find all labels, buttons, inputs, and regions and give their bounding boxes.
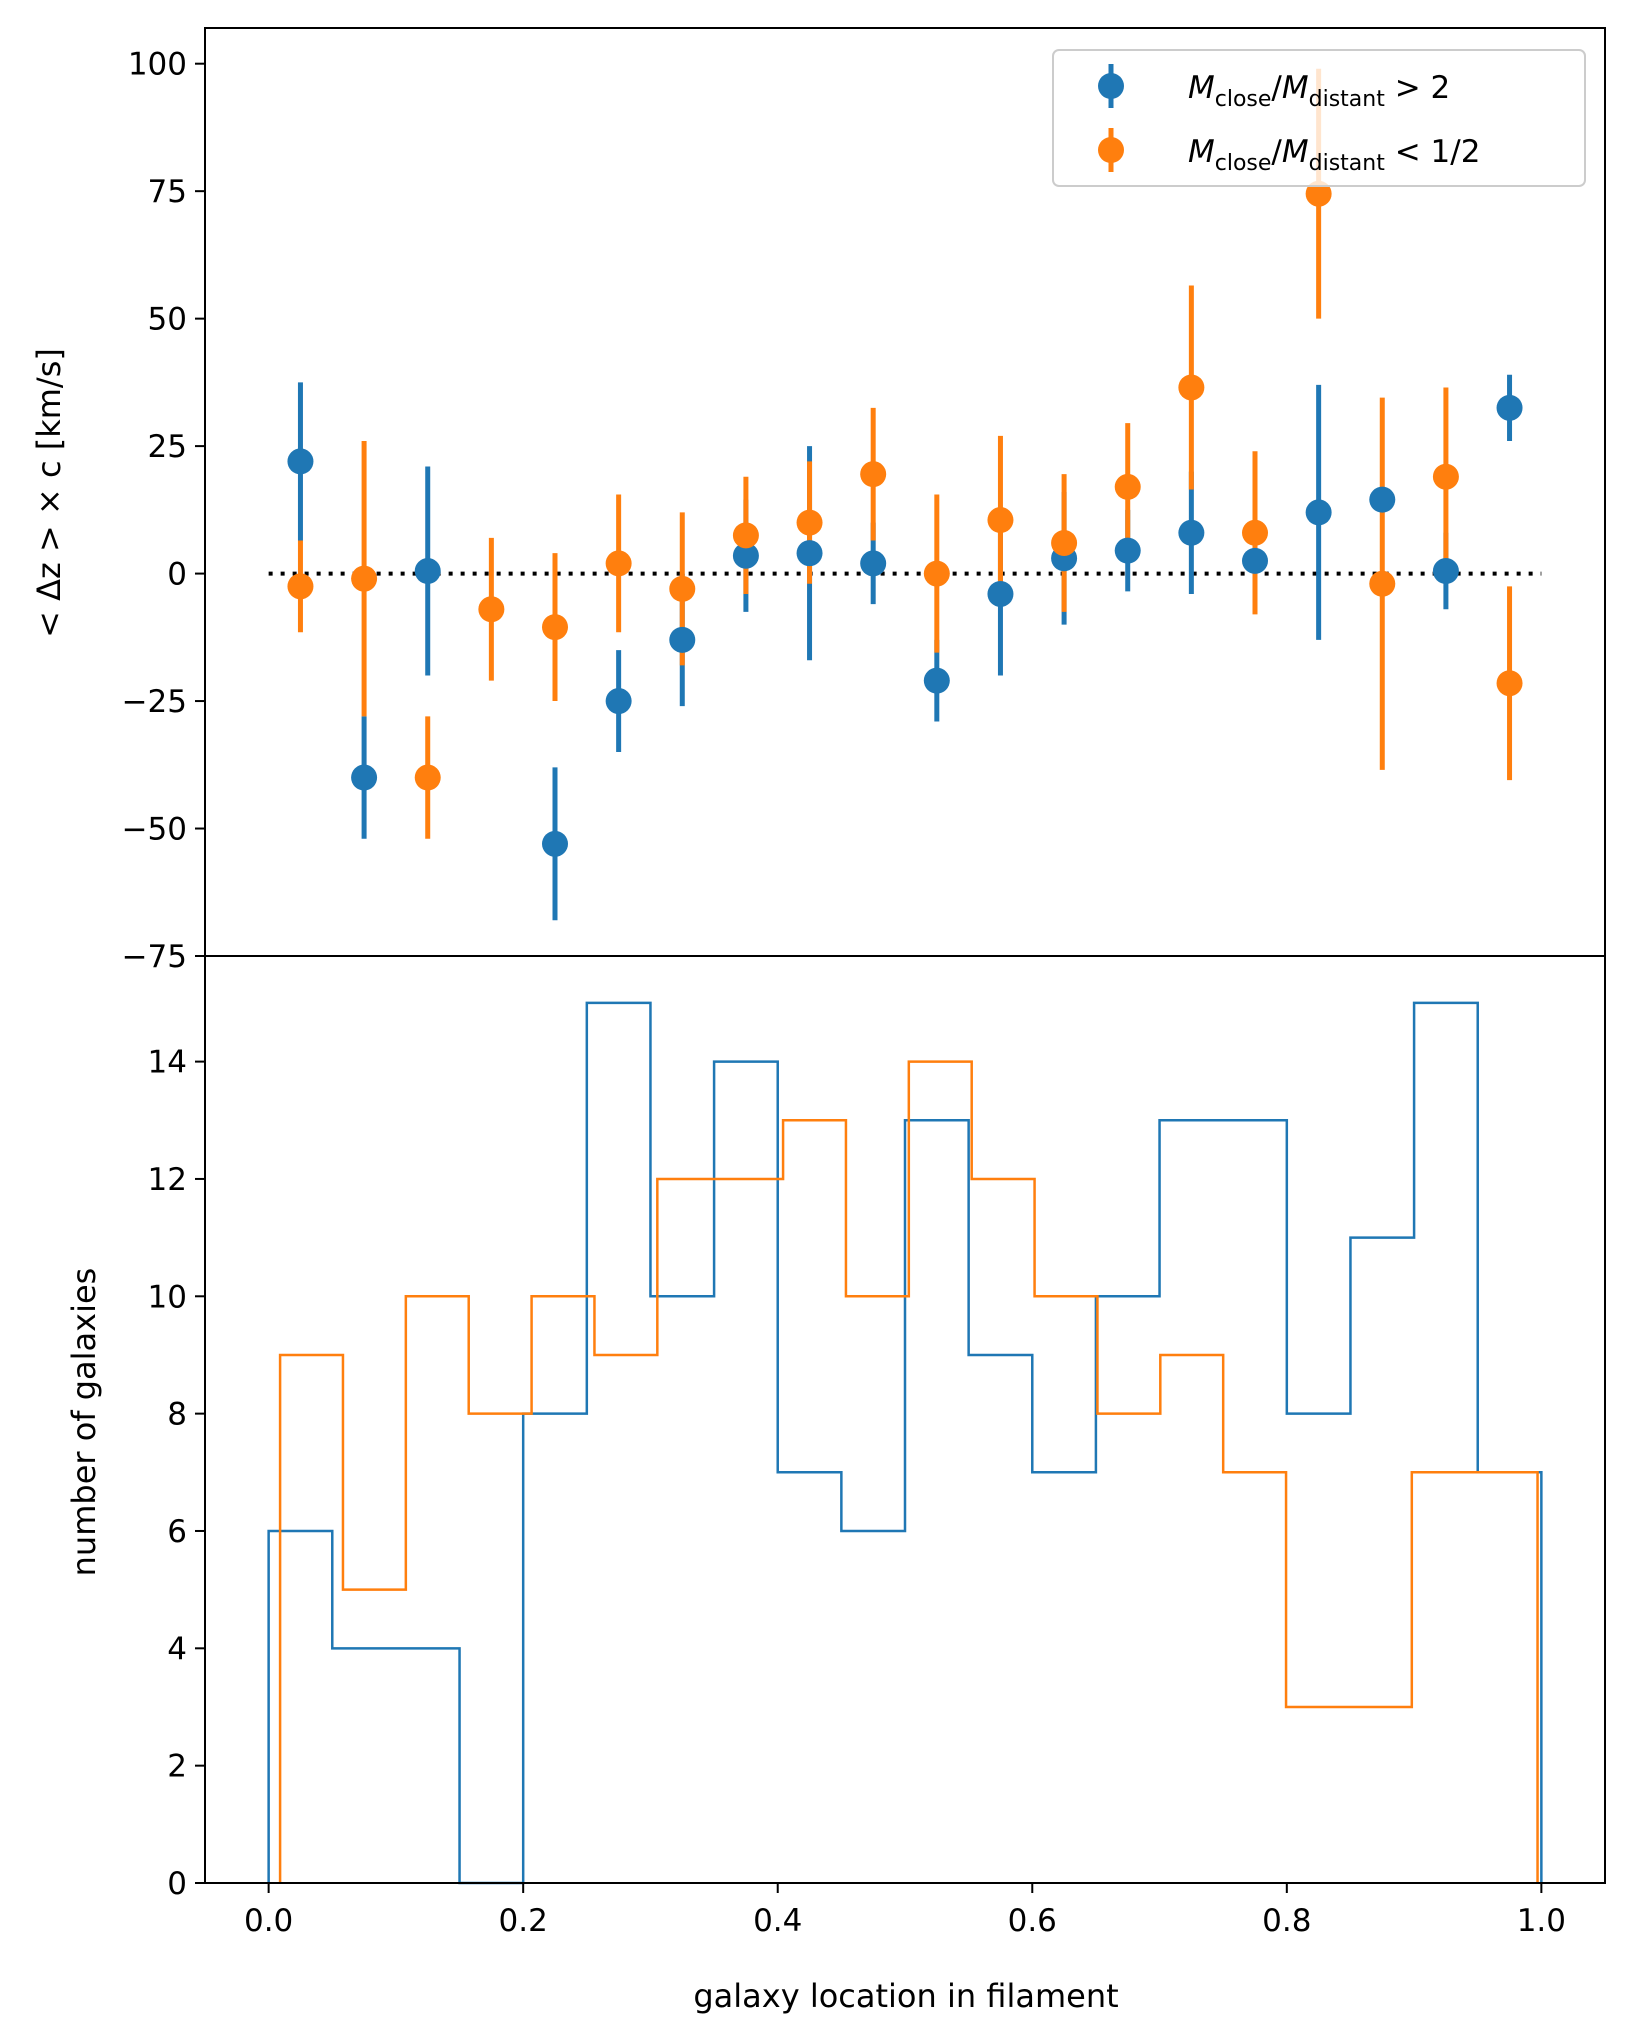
bottom-histograms [267,1001,1543,1885]
x-tick-label: 0.8 [1262,1903,1311,1939]
data-point-s0-9 [860,550,887,577]
bottom-y-tick-label: 14 [148,1045,187,1081]
bottom-y-tick-label: 0 [167,1866,187,1902]
data-point-s0-11 [987,580,1014,607]
bottom-y-tick-label: 8 [167,1397,187,1433]
legend-label-blue: Mclose/Mdistant > 2 [1188,70,1450,112]
legend-entry-blue: Mclose/Mdistant > 2 [1098,64,1450,112]
bottom-y-tick-label: 6 [167,1514,187,1550]
data-point-s1-10 [923,560,950,587]
data-point-s0-13 [1114,537,1141,564]
legend-var: M [1282,70,1309,106]
legend-label-orange: Mclose/Mdistant < 1/2 [1188,134,1480,176]
top-y-axis-label: < Δz > × c [km/s] [30,348,68,638]
legend-operator: < 1/2 [1385,134,1481,170]
data-point-s0-10 [923,667,950,694]
top-y-tick-label: 100 [128,47,187,83]
top-y-tick-label: −75 [122,939,187,975]
data-point-s1-14 [1178,374,1205,401]
bottom-y-tick-label: 2 [167,1749,187,1785]
top-panel: −75 −50 −25 0 25 50 75 100 < Δz > × c [km/s] Mc… [30,47,1586,975]
legend-marker-point [1098,137,1124,163]
bottom-y-tick-label: 12 [148,1162,187,1198]
x-tick-label: 0.6 [1008,1903,1057,1939]
x-tick-label: 0.0 [244,1903,293,1939]
bottom-panel: 0 2 4 6 8 10 12 14 0.0 0.2 0.4 0.6 0.8 1.0 number of… [65,1001,1566,2015]
data-point-s1-18 [1432,463,1459,490]
data-point-s1-8 [796,509,823,536]
data-point-s0-0 [287,448,314,475]
data-point-s0-1 [351,764,378,791]
histogram-series-0 [267,1001,1543,1885]
legend: Mclose/Mdistant > 2 Mclose/Mdistant < 1/… [1052,49,1586,187]
top-y-ticks: −75 −50 −25 0 25 50 75 100 [122,47,205,975]
data-point-s1-0 [287,573,314,600]
data-point-s0-14 [1178,519,1205,546]
legend-marker-point [1098,73,1124,99]
data-point-s0-16 [1305,499,1332,526]
x-tick-label: 1.0 [1517,1903,1566,1939]
top-points [287,180,1523,857]
data-point-s0-8 [796,540,823,567]
legend-entry-orange: Mclose/Mdistant < 1/2 [1098,128,1480,176]
data-point-s0-5 [605,688,632,715]
top-y-tick-label: 0 [167,557,187,593]
legend-subscript: distant [1309,151,1386,176]
x-tick-label: 0.2 [499,1903,548,1939]
data-point-s0-19 [1496,394,1523,421]
legend-slash: / [1271,70,1282,106]
top-y-tick-label: 75 [148,174,187,210]
data-point-s1-12 [1051,529,1078,556]
bottom-y-tick-label: 10 [148,1279,187,1315]
top-y-tick-label: −25 [122,684,187,720]
top-y-tick-label: −50 [122,812,187,848]
legend-subscript: close [1215,151,1272,176]
bottom-axes-frame [204,955,1606,1884]
data-point-s1-3 [478,596,505,623]
data-point-s0-2 [414,558,441,585]
legend-var: M [1188,134,1215,170]
bottom-x-ticks: 0.0 0.2 0.4 0.6 0.8 1.0 [244,1883,1566,1939]
legend-var: M [1188,70,1215,106]
data-point-s1-11 [987,507,1014,534]
data-point-s0-4 [542,830,568,857]
legend-var: M [1282,134,1309,170]
legend-subscript: distant [1309,87,1386,112]
data-point-s1-7 [732,522,759,549]
data-point-s1-5 [605,550,632,577]
data-point-s1-13 [1114,473,1141,500]
data-point-s0-6 [669,626,696,653]
top-y-tick-label: 50 [148,302,187,338]
histogram-series-1 [278,1060,1539,1883]
bottom-y-axis-label: number of galaxies [65,1268,103,1577]
data-point-s1-16 [1305,180,1332,207]
data-point-s0-7 [732,542,759,569]
data-point-s1-1 [351,565,378,592]
legend-slash: / [1271,134,1282,170]
legend-operator: > 2 [1385,70,1450,106]
legend-frame [1052,49,1586,187]
data-point-s0-18 [1432,558,1459,585]
legend-subscript: close [1215,87,1272,112]
bottom-y-ticks: 0 2 4 6 8 10 12 14 [148,1045,205,1902]
x-axis-label: galaxy location in filament [693,1977,1118,2015]
data-point-s1-6 [669,575,696,602]
bottom-y-tick-label: 4 [167,1631,187,1667]
data-point-s1-17 [1369,570,1396,597]
data-point-s1-2 [414,764,441,791]
data-point-s1-15 [1242,519,1268,546]
data-point-s0-17 [1369,486,1396,513]
data-point-s0-15 [1242,547,1268,574]
top-y-tick-label: 25 [148,429,187,465]
x-tick-label: 0.4 [753,1903,802,1939]
data-point-s1-4 [542,614,568,641]
data-point-s1-9 [860,461,887,488]
data-point-s1-19 [1496,670,1523,697]
